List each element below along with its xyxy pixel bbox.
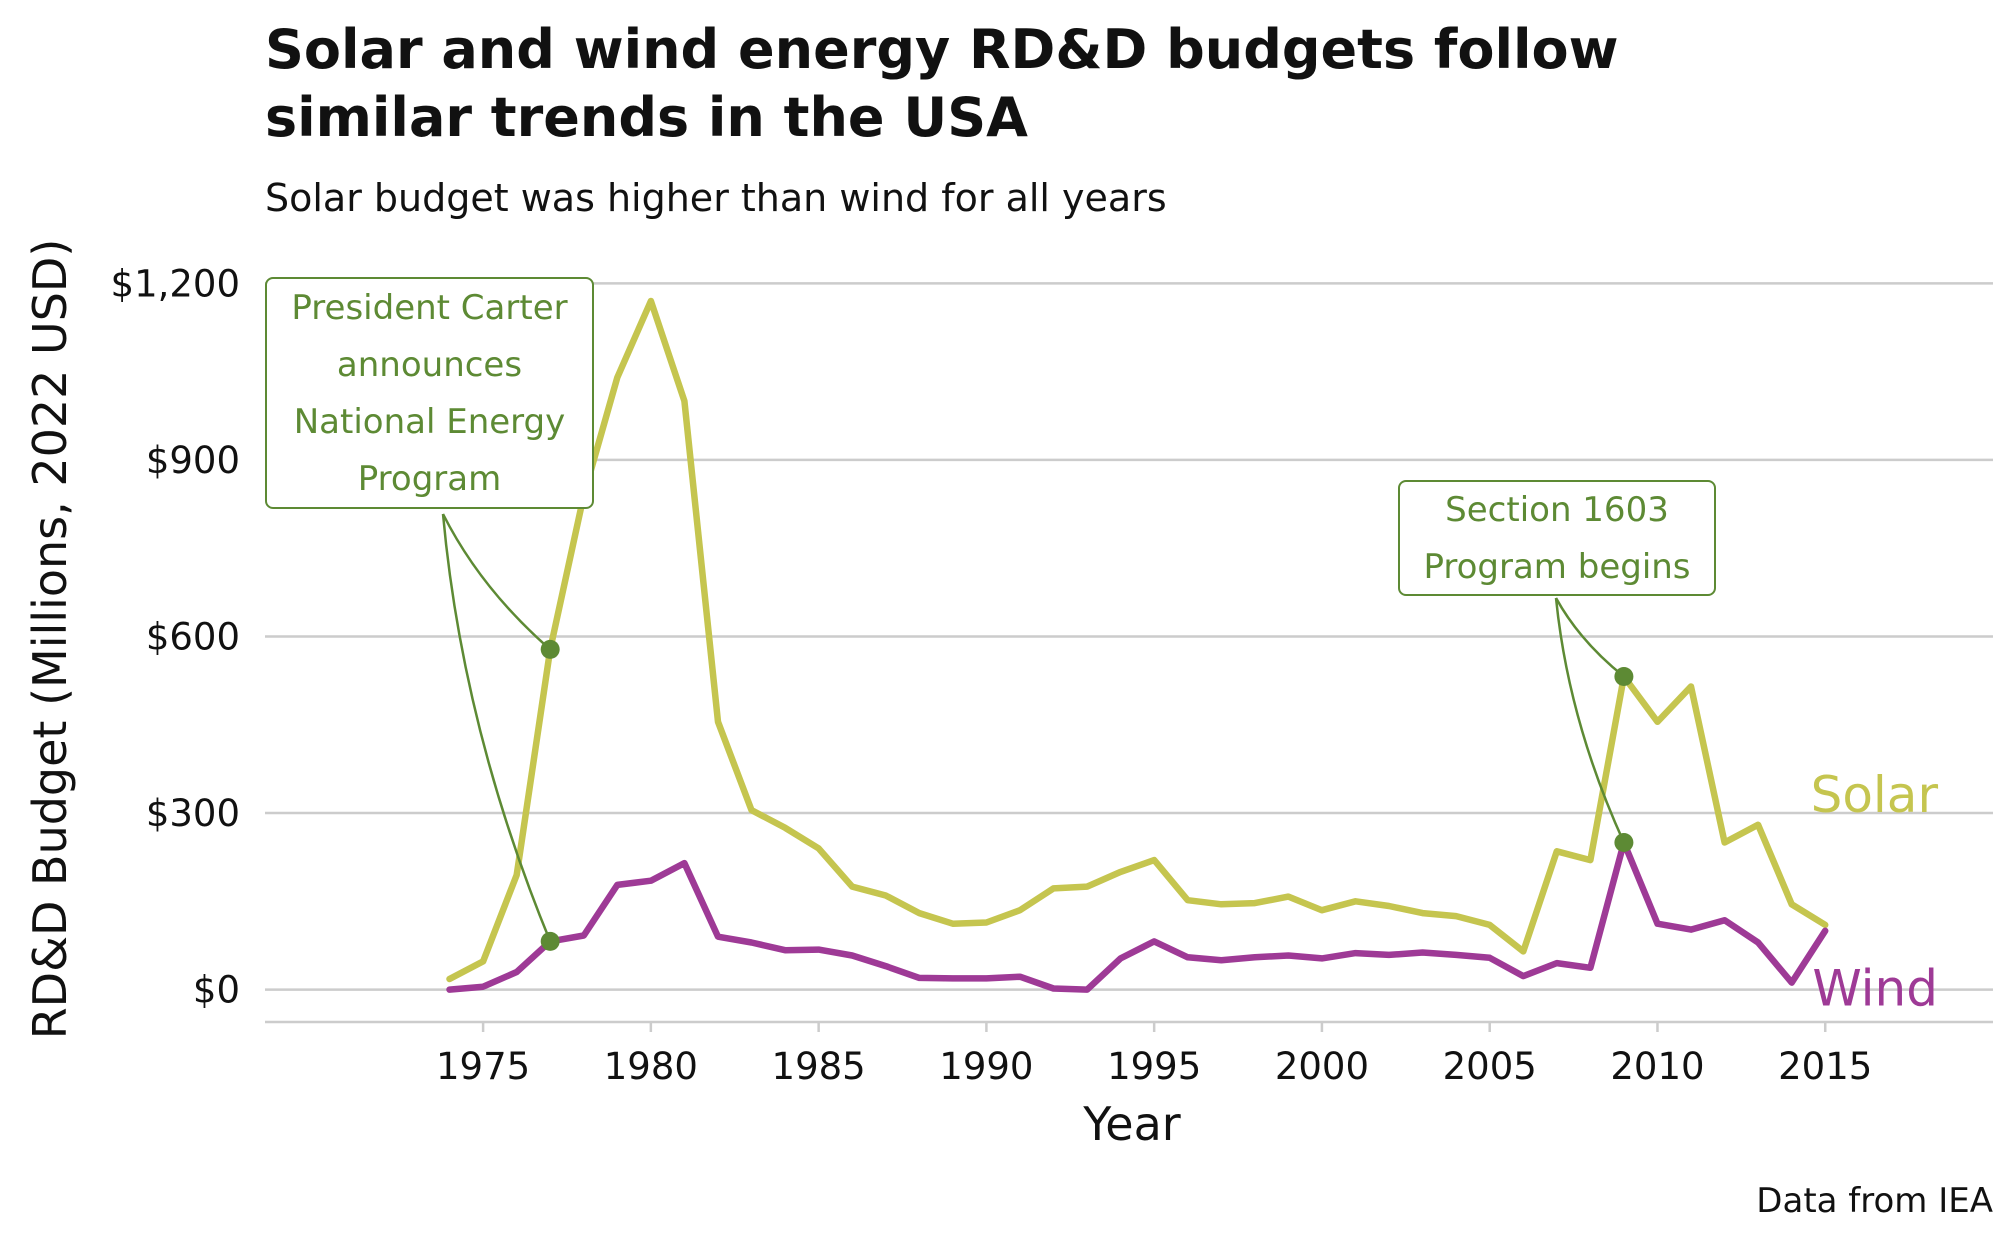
x-tick-label: 2005 [1443,1045,1537,1088]
annotation-connector [441,513,552,651]
annotation-point [540,931,560,951]
annotation-connector [1554,597,1625,678]
x-axis-title: Year [1082,1097,1180,1151]
annotation-2: Section 1603 Program begins [1398,480,1716,852]
annotation-connector [441,513,552,942]
y-axis-title: RD&D Budget (Millions, 2022 USD) [23,239,77,1040]
annotation-connector [1554,597,1626,844]
annotation-point [1614,667,1634,686]
chart-title-line-2: similar trends in the USA [265,86,1028,149]
x-tick-label: 1985 [772,1045,866,1088]
series-label-wind: Wind [1812,960,1938,1018]
annotation-box [1398,480,1716,596]
x-tick-label: 2010 [1610,1045,1704,1088]
x-tick-label: 1975 [436,1045,530,1088]
y-tick-label: $600 [146,615,240,658]
series-lines: Solar Wind [446,297,1939,1018]
annotation-point [540,639,560,659]
annotation-point [1614,833,1634,852]
y-tick-label: $900 [146,439,240,482]
y-tick-label: $0 [193,969,240,1012]
annotation-text-line: National Energy [294,402,566,442]
series-line-wind [446,839,1829,993]
series-line-solar [446,297,1829,983]
chart-subtitle: Solar budget was higher than wind for al… [265,176,1167,220]
axes: $0 $300 $600 $900 $1,200 1975 1980 1985 1990 1995… [111,262,1993,1088]
x-tick-label: 2015 [1778,1045,1872,1088]
annotation-text-line: Program begins [1423,547,1690,587]
x-tick-label: 1990 [939,1045,1033,1088]
annotation-1: President Carter announces National Energy… [265,277,594,951]
annotation-box [265,277,594,509]
annotations: President Carter announces National Energy… [265,277,1716,951]
annotation-text-line: Program [358,459,501,499]
y-tick-label: $1,200 [111,262,240,305]
x-tick-label: 1995 [1107,1045,1201,1088]
x-tick-label: 1980 [604,1045,698,1088]
annotation-text-line: announces [337,345,522,385]
chart-title-line-1: Solar and wind energy RD&D budgets follo… [265,18,1618,81]
chart-title: Solar and wind energy RD&D budgets follo… [265,18,1637,149]
caption: Data from IEA [1756,1181,1993,1221]
annotation-text-line: Section 1603 [1445,490,1669,530]
y-tick-label: $300 [146,792,240,835]
annotation-text-line: President Carter [291,288,567,328]
series-label-solar: Solar [1811,766,1939,824]
x-tick-label: 2000 [1275,1045,1369,1088]
